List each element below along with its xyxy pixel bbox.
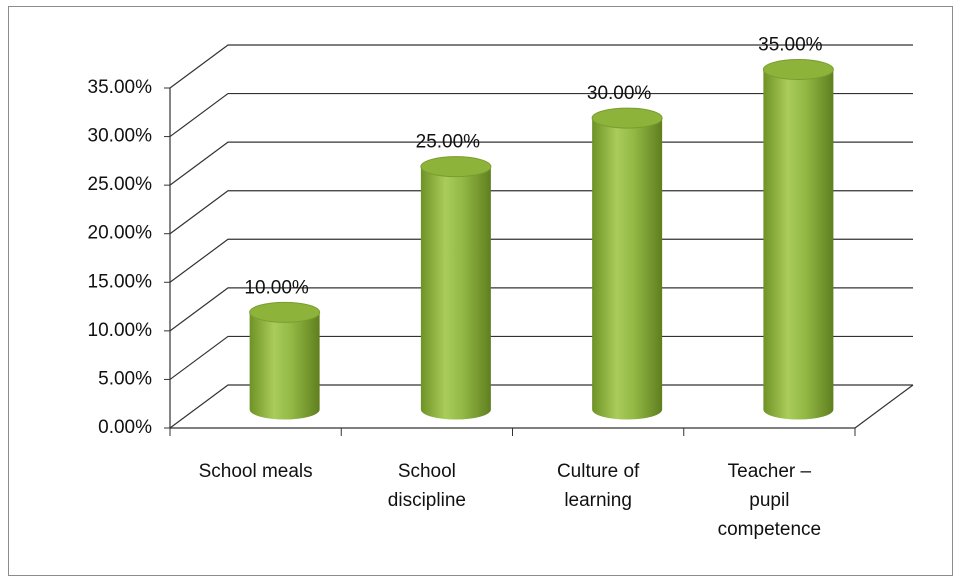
x-tick-label: School discipline [387,461,466,511]
grid-line [169,141,913,186]
grid-line [169,190,913,235]
y-tick-label: 30.00% [88,126,153,147]
x-tick-label: Culture of learning [556,461,640,511]
y-tick-label: 35.00% [88,77,153,98]
bar-body [763,69,834,420]
x-tick-label: School meals [198,461,313,482]
data-label: 30.00% [587,83,652,104]
y-tick-label: 20.00% [88,223,153,244]
bar-body [249,312,320,420]
grid-line [169,44,913,89]
bar [249,301,321,420]
x-tick-label: Teacher – pupil competence [717,461,822,540]
bar-body [420,166,491,420]
data-label: 35.00% [758,35,823,56]
chart-frame [8,6,953,576]
grid-line [169,335,913,380]
bar [420,156,492,420]
y-tick-label: 5.00% [98,368,152,389]
bar-top [591,107,663,129]
y-tick-label: 25.00% [88,174,153,195]
grid-line [169,92,913,138]
grid-line [169,384,913,429]
y-tick-label: 10.00% [88,320,153,341]
bar [591,107,663,420]
bar [762,59,834,420]
bar-top [420,156,492,178]
bar-top [762,59,834,80]
bar-top [249,301,321,323]
y-tick-label: 15.00% [88,271,153,292]
bar-body [592,118,663,420]
grid-line [169,287,913,332]
data-label: 25.00% [416,132,481,153]
data-label: 10.00% [244,277,309,298]
grid-line [169,238,913,283]
y-tick-label: 0.00% [98,417,152,438]
